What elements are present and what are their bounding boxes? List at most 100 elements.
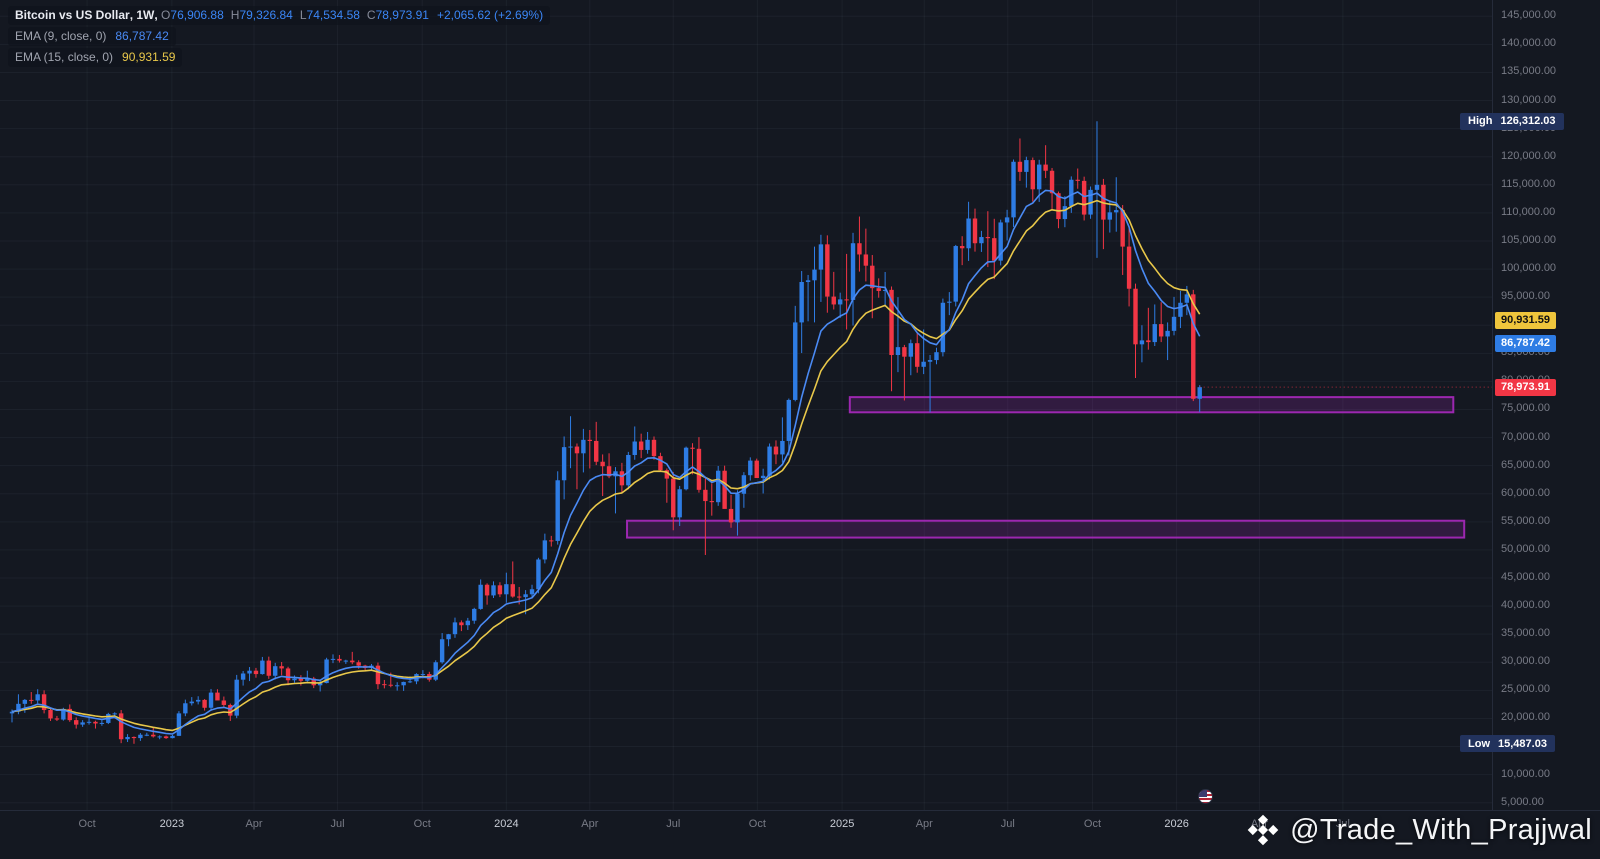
- candle-down: [497, 585, 503, 595]
- support-zone-rect[interactable]: [626, 519, 1466, 539]
- candle-up: [1069, 179, 1074, 207]
- candle-up: [183, 703, 188, 714]
- price-tick-label: 60,000.00: [1501, 486, 1550, 499]
- chart-legend: Bitcoin vs US Dollar, 1W, O 76,906.88 H 79,…: [8, 6, 551, 69]
- candle-down: [202, 699, 207, 708]
- watermark-handle: @Trade_With_Prajjwal: [1290, 813, 1592, 846]
- price-tick-label: 75,000.00: [1501, 402, 1550, 415]
- candle-down: [985, 237, 991, 239]
- candle-up: [1094, 184, 1100, 190]
- candle-down: [510, 584, 515, 597]
- candle-up: [1004, 217, 1010, 223]
- candle-up: [632, 441, 637, 455]
- candle-up: [343, 660, 349, 662]
- price-tick-label: 100,000.00: [1501, 262, 1557, 275]
- time-tick-month: Apr: [245, 818, 263, 830]
- candle-down: [1133, 288, 1138, 345]
- close-label: C: [366, 8, 376, 22]
- candle-up: [125, 736, 130, 740]
- candle-up: [947, 301, 952, 303]
- candle-down: [279, 666, 284, 669]
- candle-up: [401, 681, 406, 686]
- candle-down: [67, 708, 72, 721]
- candle-up: [478, 584, 483, 609]
- candle-up: [112, 713, 117, 715]
- price-tick-label: 10,000.00: [1501, 767, 1550, 780]
- candle-down: [549, 540, 554, 542]
- candle-down: [709, 501, 714, 503]
- time-tick-month: Oct: [78, 818, 96, 830]
- candle-up: [812, 269, 817, 281]
- support-zone-rect[interactable]: [848, 396, 1455, 414]
- time-tick-month: Oct: [748, 818, 766, 830]
- binance-logo-icon: [1247, 814, 1279, 846]
- candle-up: [1178, 302, 1183, 317]
- candle-down: [870, 265, 875, 289]
- price-tick-label: 130,000.00: [1501, 93, 1557, 106]
- candle-up: [927, 360, 933, 362]
- ema9-value: 86,787.42: [115, 29, 169, 43]
- candle-down: [863, 254, 869, 266]
- candle-up: [536, 559, 541, 590]
- candle-down: [1056, 193, 1061, 220]
- candle-down: [1075, 179, 1080, 181]
- candle-up: [330, 658, 336, 660]
- candle-up: [208, 692, 214, 708]
- candle-down: [375, 665, 381, 685]
- candle-down: [54, 718, 60, 720]
- candle-down: [825, 244, 830, 297]
- candle-down: [876, 288, 881, 291]
- change-value: +2,065.62 (+2.69%): [436, 8, 544, 22]
- candle-down: [1081, 180, 1087, 215]
- candle-down: [696, 448, 702, 490]
- candle-up: [144, 734, 150, 736]
- candle-down: [1126, 246, 1132, 289]
- ema15-legend-row[interactable]: EMA (15, close, 0) 90,931.59: [8, 48, 183, 67]
- candle-down: [484, 584, 490, 596]
- symbol-title: Bitcoin vs US Dollar: [15, 8, 130, 22]
- candle-up: [1184, 294, 1190, 303]
- low-label: L: [299, 8, 307, 22]
- price-chart[interactable]: [0, 0, 1600, 810]
- ema-15-line[interactable]: [11, 199, 1201, 732]
- ema-9-line[interactable]: [11, 189, 1201, 735]
- candle-down: [1191, 294, 1196, 399]
- time-tick-month: Apr: [915, 818, 933, 830]
- candle-up: [850, 243, 856, 300]
- candle-down: [915, 343, 920, 367]
- candle-down: [253, 670, 259, 675]
- candle-down: [131, 736, 137, 739]
- candle-up: [716, 470, 721, 503]
- price-tick-label: 95,000.00: [1501, 290, 1550, 303]
- candle-up: [395, 685, 400, 687]
- candle-up: [247, 670, 252, 674]
- interval-label[interactable]: 1W: [136, 8, 155, 22]
- time-axis[interactable]: Oct 2023 Apr Jul Oct 2024 Apr Jul Oct 2025 Apr Jul O…: [0, 810, 1600, 859]
- candle-up: [953, 246, 958, 302]
- price-tick-label: 105,000.00: [1501, 233, 1557, 246]
- candle-down: [298, 678, 304, 681]
- time-tick-month: Jul: [1000, 818, 1015, 830]
- price-tick-label: 50,000.00: [1501, 542, 1550, 555]
- candle-up: [195, 699, 201, 702]
- candle-down: [382, 684, 387, 686]
- candle-up: [240, 673, 246, 680]
- watermark: @Trade_With_Prajjwal: [1246, 813, 1592, 847]
- candle-up: [748, 460, 753, 476]
- symbol-row[interactable]: Bitcoin vs US Dollar, 1W, O 76,906.88 H 79,…: [8, 6, 551, 25]
- candle-down: [151, 734, 156, 737]
- price-tick-label: 30,000.00: [1501, 655, 1550, 668]
- candle-up: [529, 589, 535, 595]
- candle-down: [337, 658, 342, 661]
- candle-down: [356, 662, 361, 666]
- ema9-legend-row[interactable]: EMA (9, close, 0) 86,787.42: [8, 27, 176, 46]
- candle-up: [786, 399, 792, 441]
- ema15-tag: 90,931.59: [1495, 311, 1556, 329]
- candle-down: [215, 692, 220, 701]
- price-axis[interactable]: 145,000.00 140,000.00 135,000.00 130,000.00…: [1460, 0, 1600, 810]
- candle-up: [1171, 316, 1177, 331]
- candle-up: [735, 493, 740, 523]
- candle-up: [35, 694, 40, 701]
- candle-up: [170, 735, 175, 739]
- candle-down: [1158, 324, 1164, 337]
